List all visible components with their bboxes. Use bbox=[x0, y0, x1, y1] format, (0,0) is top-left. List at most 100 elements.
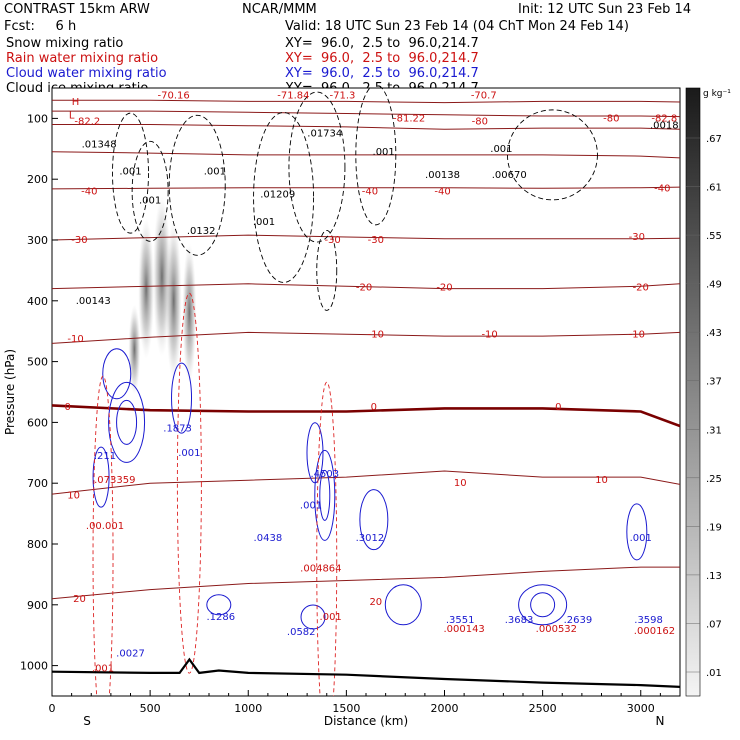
rain-contour-0 bbox=[92, 375, 114, 696]
colorbar-tick-label: .55 bbox=[706, 231, 722, 242]
field-label-snow: Snow mixing ratio bbox=[6, 36, 124, 51]
contour-label: -80 bbox=[603, 113, 619, 124]
contour-label: .00.001 bbox=[86, 521, 124, 532]
contour-label: .001 bbox=[204, 166, 226, 177]
contour-label: 10 bbox=[454, 478, 467, 489]
y-tick-label: 900 bbox=[27, 599, 48, 612]
contour-label: .211 bbox=[94, 451, 116, 462]
cloud-water-contour-3 bbox=[92, 446, 110, 508]
contour-label: .1286 bbox=[206, 612, 235, 623]
cloud-water-contour-14 bbox=[171, 362, 193, 434]
y-tick-label: 700 bbox=[27, 477, 48, 490]
y-tick-label: 300 bbox=[27, 234, 48, 247]
contour-label: .3598 bbox=[634, 615, 663, 626]
cloud-water-contour-9 bbox=[530, 592, 556, 618]
contour-label: .01348 bbox=[82, 140, 117, 151]
contour-label: -30 bbox=[629, 232, 645, 243]
x-axis-label: Distance (km) bbox=[324, 714, 408, 728]
contour-label: .000532 bbox=[536, 624, 577, 635]
colorbar-tick-label: .49 bbox=[706, 280, 722, 291]
snow-shade-2 bbox=[165, 220, 182, 381]
field-xy-snow: XY= 96.0, 2.5 to 96.0,214.7 bbox=[285, 36, 479, 51]
cloud-ice-contour-2 bbox=[355, 88, 397, 226]
x-tick-label: 2000 bbox=[431, 702, 459, 715]
cloud-water-contour-2 bbox=[102, 348, 132, 400]
cloud-water-contour-6 bbox=[306, 422, 324, 484]
isotherm-20 bbox=[52, 566, 680, 600]
x-tick-label: 1500 bbox=[332, 702, 360, 715]
colorbar-tick-label: .25 bbox=[706, 474, 722, 485]
isotherm-10 bbox=[52, 470, 680, 495]
contour-label: .001 bbox=[139, 196, 161, 207]
isotherm-0 bbox=[52, 404, 680, 428]
contour-label: .00138 bbox=[425, 170, 460, 181]
field-xy-rain: XY= 96.0, 2.5 to 96.0,214.7 bbox=[285, 51, 479, 66]
contour-label: -10 bbox=[481, 329, 497, 340]
cloud-ice-contour-1 bbox=[288, 91, 346, 243]
contour-label: .0438 bbox=[254, 533, 283, 544]
colorbar-tick-label: .13 bbox=[706, 571, 722, 582]
y-tick-label: 800 bbox=[27, 538, 48, 551]
cloud-water-contour-7 bbox=[359, 489, 389, 551]
x-tick-label: 3000 bbox=[627, 702, 655, 715]
contour-label: -71.84 bbox=[277, 90, 309, 101]
contour-label: -40 bbox=[81, 186, 97, 197]
contour-label: 0 bbox=[65, 402, 71, 413]
cloud-water-contour-13 bbox=[384, 584, 422, 626]
colorbar-tick-label: .19 bbox=[706, 522, 722, 533]
contour-label: -20 bbox=[436, 282, 452, 293]
cloud-water-contour-5 bbox=[319, 469, 331, 521]
contour-label: 10 bbox=[67, 490, 80, 501]
contour-label: .2639 bbox=[564, 615, 593, 626]
cloud-water-contour-11 bbox=[206, 594, 232, 616]
contour-label: .001 bbox=[178, 448, 200, 459]
colorbar-tick-label: .67 bbox=[706, 134, 722, 145]
contour-label: 20 bbox=[369, 597, 382, 608]
contour-label: -82.8 bbox=[651, 113, 677, 124]
contour-label: -30 bbox=[368, 235, 384, 246]
contour-label: L bbox=[69, 110, 75, 121]
x-tick-label: 2500 bbox=[529, 702, 557, 715]
valid-time: Valid: 18 UTC Sun 23 Feb 14 (04 ChT Mon … bbox=[285, 19, 629, 34]
contour-label: -82.2 bbox=[74, 116, 100, 127]
contour-label: .4503 bbox=[310, 469, 339, 480]
contour-label: -10 bbox=[629, 329, 645, 340]
contour-label: 20 bbox=[73, 594, 86, 605]
contour-label: .00670 bbox=[492, 170, 527, 181]
y-tick-label: 200 bbox=[27, 173, 48, 186]
y-tick-label: 500 bbox=[27, 356, 48, 369]
cloud-water-contour-1 bbox=[116, 399, 138, 445]
contour-label: .0018 bbox=[650, 121, 679, 132]
contour-label: .000143 bbox=[443, 624, 484, 635]
contour-label: .001 bbox=[490, 144, 512, 155]
cloud-ice-contour-6 bbox=[112, 112, 149, 234]
contour-label: .3551 bbox=[446, 615, 475, 626]
contour-label: 0 bbox=[555, 402, 561, 413]
cloud-ice-contour-0 bbox=[253, 111, 315, 283]
x-tick-label: 0 bbox=[49, 702, 56, 715]
contour-label: -81.22 bbox=[393, 113, 425, 124]
cloud-water-contour-12 bbox=[300, 604, 326, 630]
colorbar-tick-label: .07 bbox=[706, 619, 722, 630]
cloud-ice-contour-5 bbox=[168, 114, 226, 256]
rain-contour-2 bbox=[316, 381, 338, 696]
contour-label: .1873 bbox=[163, 424, 192, 435]
contour-label: .001 bbox=[300, 501, 322, 512]
contour-label: -10 bbox=[368, 329, 384, 340]
colorbar-tick-label: .01 bbox=[706, 668, 722, 679]
contour-label: .001 bbox=[92, 664, 114, 675]
contour-label: .0132 bbox=[187, 226, 216, 237]
colorbar-unit: g kg⁻¹ bbox=[703, 89, 731, 99]
y-axis-label: Pressure (hPa) bbox=[3, 349, 17, 435]
contour-label: .001 bbox=[253, 217, 275, 228]
contour-label: -20 bbox=[356, 282, 372, 293]
contour-label: .000162 bbox=[634, 626, 675, 637]
cloud-water-contour-8 bbox=[518, 584, 568, 626]
isotherm--20 bbox=[52, 283, 680, 290]
colorbar-tick-label: .37 bbox=[706, 377, 722, 388]
terrain-line bbox=[52, 657, 680, 688]
contour-label: -70.16 bbox=[158, 90, 190, 101]
y-tick-label: 100 bbox=[27, 112, 48, 125]
contour-label: -80 bbox=[472, 116, 488, 127]
